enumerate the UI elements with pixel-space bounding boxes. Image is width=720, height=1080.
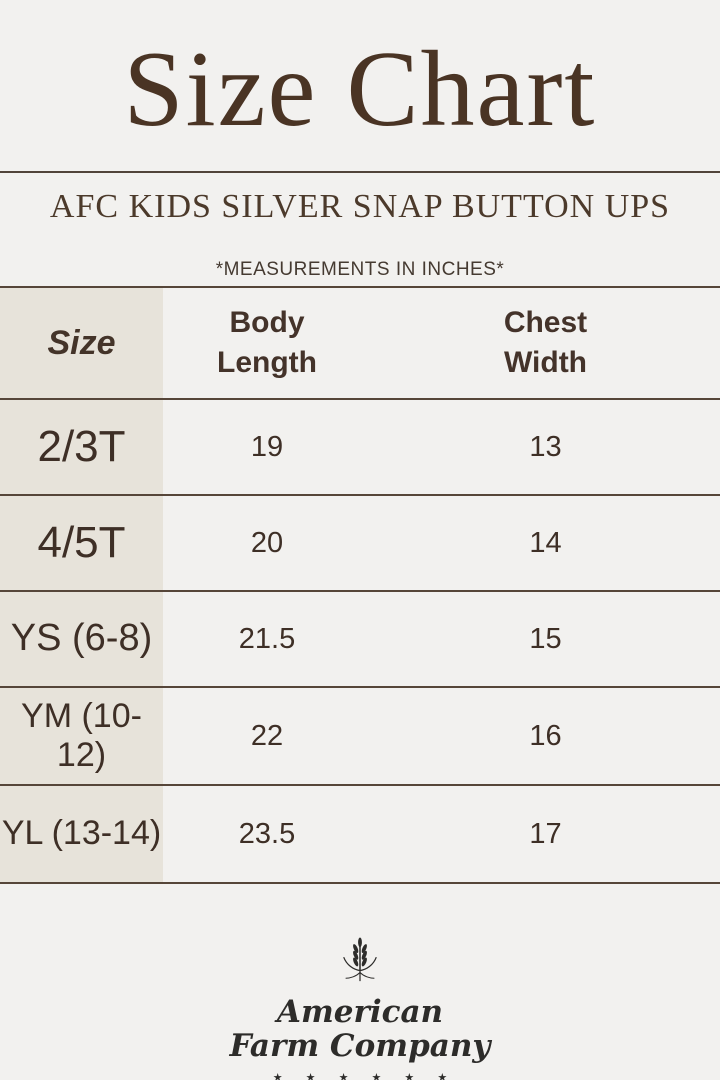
subtitle-band: AFC KIDS SILVER SNAP BUTTON UPS bbox=[0, 173, 720, 240]
header-cell-size: Size bbox=[0, 288, 163, 398]
size-cell: 4/5T bbox=[37, 517, 126, 567]
chest-width-cell: 13 bbox=[529, 430, 562, 463]
masthead: Size Chart bbox=[0, 0, 720, 173]
body-length-cell: 23.5 bbox=[238, 817, 296, 850]
size-table: Size Body Length Chest Width 2/3T 19 13 … bbox=[0, 286, 720, 884]
table-row: YM (10-12) 22 16 bbox=[0, 688, 720, 786]
body-length-cell: 22 bbox=[250, 719, 284, 752]
measurements-note: *MEASUREMENTS IN INCHES* bbox=[215, 259, 505, 280]
brand-logo: American Farm Company ★ ★ ★ ★ ★ ★ bbox=[0, 936, 720, 1080]
product-subtitle: AFC KIDS SILVER SNAP BUTTON UPS bbox=[49, 187, 671, 225]
table-row: YS (6-8) 21.5 15 bbox=[0, 592, 720, 688]
chest-width-cell: 15 bbox=[529, 622, 562, 655]
body-length-cell: 21.5 bbox=[238, 622, 296, 655]
header-cell-body-length: Body Length bbox=[217, 305, 317, 380]
size-cell: YM (10-12) bbox=[21, 696, 142, 774]
body-length-cell: 20 bbox=[250, 526, 284, 559]
size-cell: 2/3T bbox=[37, 421, 126, 471]
brand-name-line1: American bbox=[276, 994, 444, 1030]
chest-width-cell: 14 bbox=[529, 526, 562, 559]
page-title: Size Chart bbox=[123, 29, 597, 149]
table-header-row: Size Body Length Chest Width bbox=[0, 288, 720, 400]
brand-name-line2: Farm Company bbox=[229, 1028, 491, 1065]
wheat-sprig-icon bbox=[337, 936, 383, 991]
header-cell-chest-width: Chest Width bbox=[503, 305, 588, 380]
table-row: 4/5T 20 14 bbox=[0, 496, 720, 592]
size-cell: YL (13-14) bbox=[1, 814, 162, 853]
body-length-cell: 19 bbox=[250, 430, 284, 463]
units-note-wrap: *MEASUREMENTS IN INCHES* bbox=[0, 240, 720, 286]
table-row: YL (13-14) 23.5 17 bbox=[0, 786, 720, 884]
chest-width-cell: 16 bbox=[529, 719, 562, 752]
chest-width-cell: 17 bbox=[529, 817, 562, 850]
table-row: 2/3T 19 13 bbox=[0, 400, 720, 496]
size-cell: YS (6-8) bbox=[10, 617, 153, 660]
star-row: ★ ★ ★ ★ ★ ★ bbox=[272, 1072, 458, 1080]
